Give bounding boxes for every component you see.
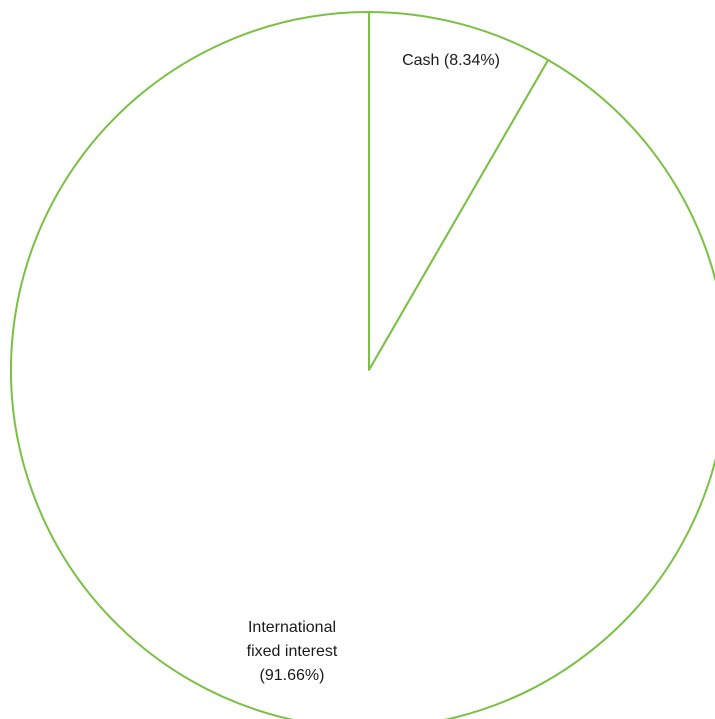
slice-label-line: International [248, 619, 336, 636]
pie-slice-international-fixed-interest [10, 11, 715, 719]
pie-slices [10, 11, 715, 719]
slice-label-line: (91.66%) [260, 667, 325, 684]
slice-label-line: fixed interest [247, 643, 338, 660]
slice-label-cash: Cash (8.34%) [402, 52, 500, 69]
slice-label-line: Cash (8.34%) [402, 52, 500, 69]
slice-label-international-fixed-interest: International fixed interest (91.66%) [247, 619, 338, 684]
pie-slice-cash [368, 11, 550, 371]
pie-labels: Cash (8.34%) International fixed interest (… [247, 52, 500, 684]
